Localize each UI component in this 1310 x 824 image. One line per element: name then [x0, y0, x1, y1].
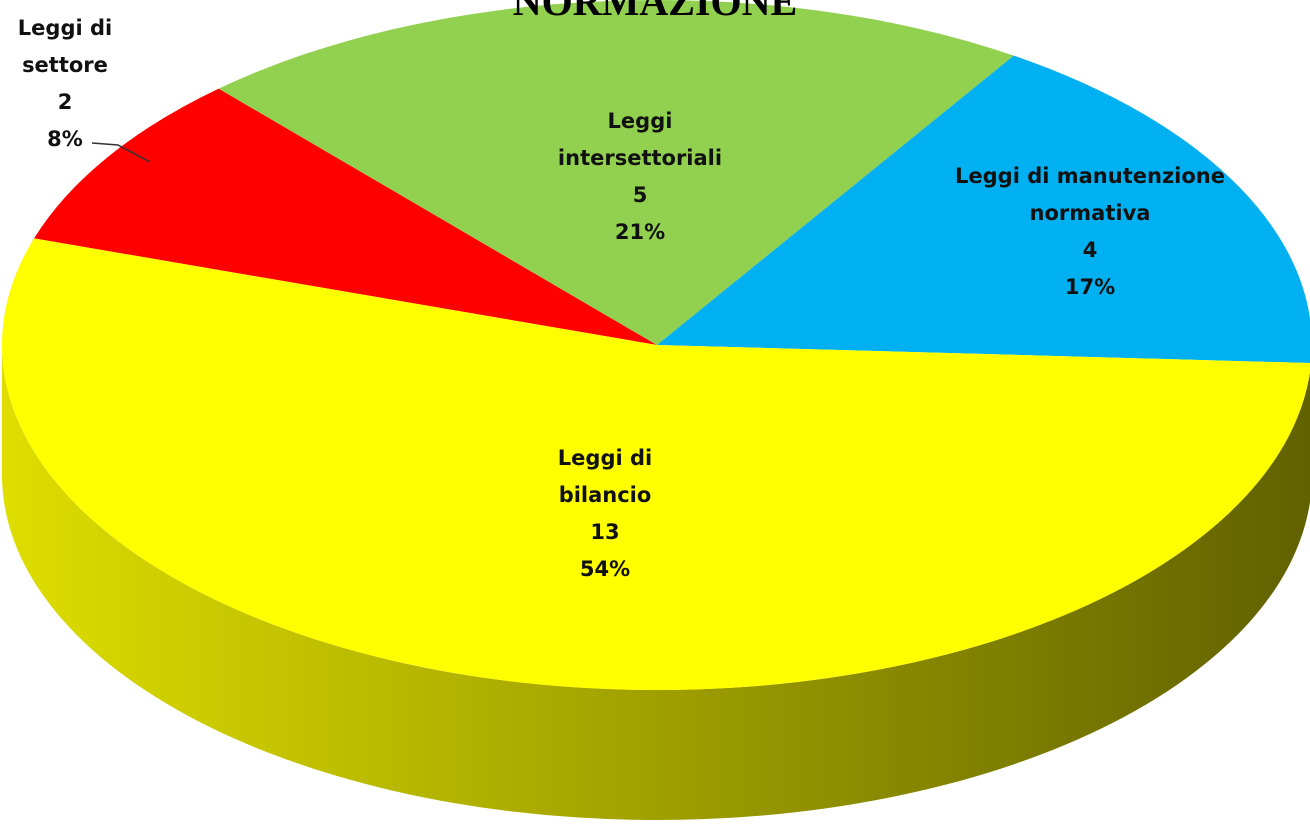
percent-label: 21%: [614, 220, 666, 244]
slice-label: Leggi di settore 2 8%: [5, 10, 125, 158]
chart-title: NORMAZIONE: [512, 0, 798, 24]
leader-line: [91, 142, 151, 163]
slice: [218, 0, 1014, 345]
slice: [657, 55, 1310, 364]
slice: [34, 88, 657, 345]
category-name: Leggi di settore: [17, 16, 113, 77]
count-label: 4: [1082, 238, 1098, 262]
category-name: Leggi intersettoriali: [557, 109, 723, 170]
slice-label: Leggi di manutenzione normativa 4 17%: [955, 158, 1225, 306]
percent-label: 8%: [47, 127, 83, 151]
slice: [2, 238, 1310, 691]
category-name: Leggi di bilancio: [557, 446, 653, 507]
percent-label: 17%: [1064, 275, 1116, 299]
slice-side: [2, 345, 1310, 820]
count-label: 2: [57, 90, 73, 114]
percent-label: 54%: [579, 557, 631, 581]
slice-label: Leggi di bilancio 13 54%: [535, 440, 675, 588]
count-label: 13: [590, 520, 620, 544]
count-label: 5: [632, 183, 648, 207]
category-name: Leggi di manutenzione normativa: [955, 164, 1225, 225]
slice-label: Leggi intersettoriali 5 21%: [540, 103, 740, 251]
